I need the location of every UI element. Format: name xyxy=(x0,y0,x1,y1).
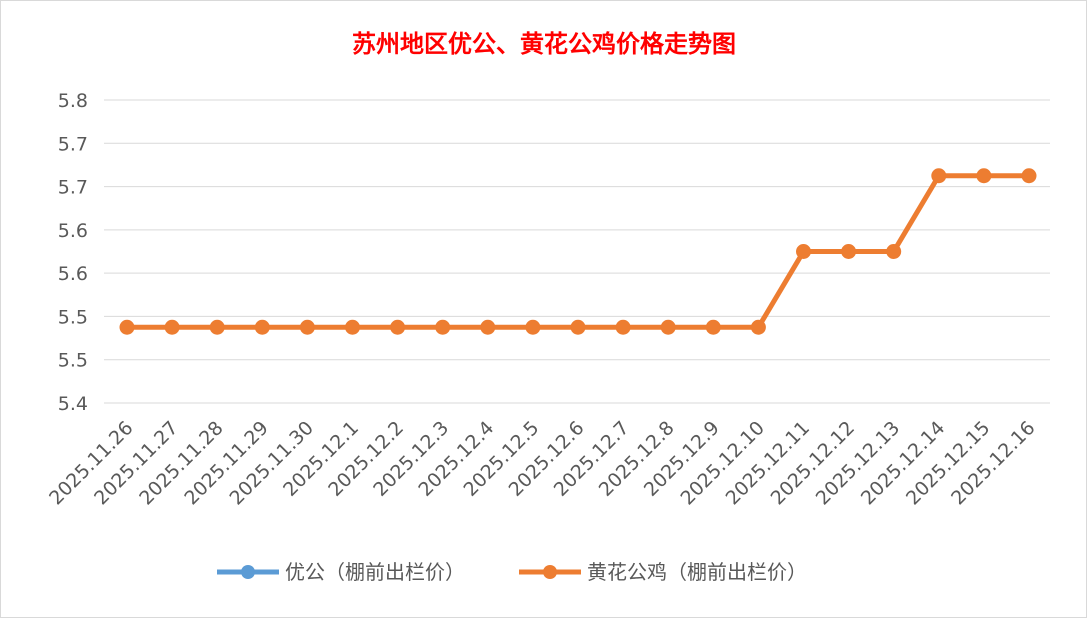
data-point xyxy=(660,319,676,335)
data-point xyxy=(570,319,586,335)
data-point xyxy=(886,244,902,259)
data-point xyxy=(750,319,766,335)
data-point xyxy=(435,319,451,335)
y-tick-label: 5.6 xyxy=(58,220,88,242)
data-point xyxy=(841,244,857,259)
series-2 xyxy=(119,168,1037,335)
data-point xyxy=(705,319,721,335)
x-axis-ticks: 2025.11.262025.11.272025.11.282025.11.29… xyxy=(45,417,1039,509)
chart-title: 苏州地区优公、黄花公鸡价格走势图 xyxy=(352,29,736,58)
data-point xyxy=(390,319,406,335)
y-tick-label: 5.6 xyxy=(58,263,88,285)
data-point xyxy=(164,319,180,335)
legend-swatch-marker xyxy=(241,565,255,579)
data-point xyxy=(254,319,270,335)
legend-swatch-marker xyxy=(543,565,557,579)
y-tick-label: 5.7 xyxy=(58,133,88,155)
data-point xyxy=(615,319,631,335)
data-point xyxy=(299,319,315,335)
data-point xyxy=(119,319,135,335)
data-point xyxy=(976,168,992,184)
legend-item: 优公（棚前出栏价） xyxy=(217,560,465,584)
y-axis-ticks: 5.4 5.5 5.5 5.6 5.6 5.7 5.7 5.8 xyxy=(58,90,88,415)
data-point xyxy=(345,319,360,335)
y-tick-label: 5.8 xyxy=(58,90,88,112)
y-tick-label: 5.4 xyxy=(58,393,88,415)
data-point xyxy=(480,319,496,335)
data-point xyxy=(525,319,541,335)
legend-label: 黄花公鸡（棚前出栏价） xyxy=(587,560,807,584)
y-tick-label: 5.7 xyxy=(58,177,88,199)
data-point xyxy=(796,244,811,259)
data-point xyxy=(931,168,947,184)
series-layer xyxy=(119,168,1037,335)
y-tick-label: 5.5 xyxy=(58,306,88,328)
data-point xyxy=(1021,168,1037,184)
data-point xyxy=(209,319,225,335)
grid-layer xyxy=(104,99,1050,404)
y-tick-label: 5.5 xyxy=(58,350,88,372)
legend-item: 黄花公鸡（棚前出栏价） xyxy=(519,560,807,584)
legend-label: 优公（棚前出栏价） xyxy=(285,560,465,584)
legend: 优公（棚前出栏价） 黄花公鸡（棚前出栏价） xyxy=(217,560,807,584)
